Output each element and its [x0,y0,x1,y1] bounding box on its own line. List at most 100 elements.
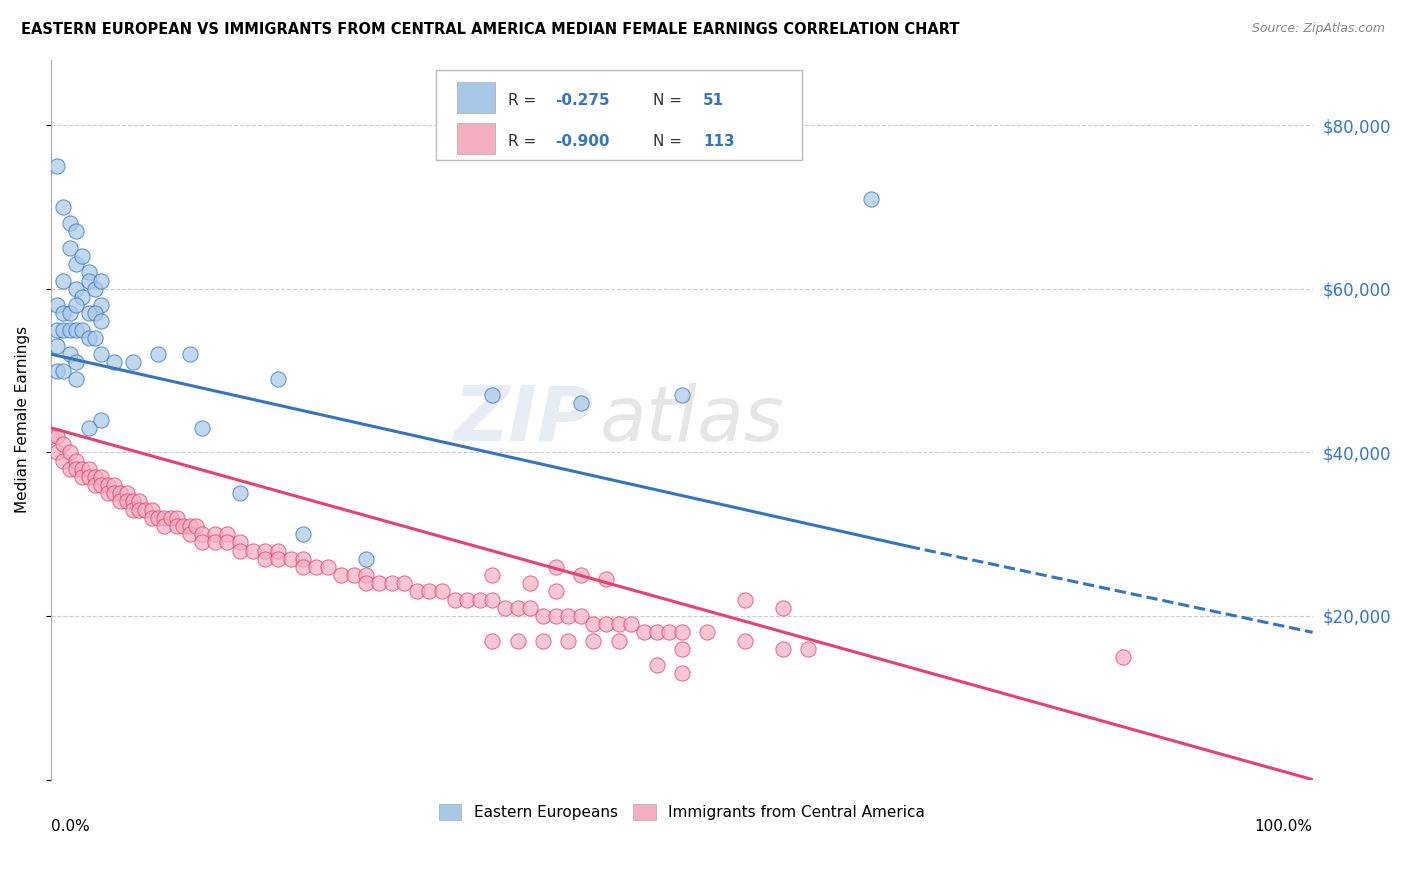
Text: N =: N = [652,135,686,149]
Point [97,478,120,492]
Point [72,323,94,337]
Point [494,600,516,615]
Point [607,633,630,648]
Point [77,265,100,279]
Point [72,461,94,475]
Point [97,486,120,500]
Point [544,584,567,599]
Point [481,633,503,648]
Point [229,486,252,500]
Point [280,551,302,566]
Point [128,502,150,516]
Point [531,633,554,648]
Point [59,216,82,230]
Point [65,323,87,337]
Point [46,363,69,377]
Point [52,453,75,467]
Point [172,519,194,533]
Point [184,519,207,533]
Point [633,625,655,640]
Point [191,421,214,435]
Point [204,535,226,549]
Point [645,625,668,640]
Point [267,551,290,566]
Point [128,494,150,508]
Point [267,543,290,558]
Point [77,331,100,345]
Point [595,617,617,632]
Point [506,633,529,648]
Point [146,510,169,524]
Point [305,560,328,574]
Point [90,478,112,492]
Point [456,592,478,607]
Point [343,568,366,582]
Point [141,510,163,524]
Point [405,584,427,599]
Point [90,273,112,287]
Point [39,429,62,443]
Point [696,625,718,640]
Point [544,609,567,624]
Point [110,494,132,508]
Point [242,543,264,558]
Point [430,584,453,599]
Point [569,568,592,582]
Point [103,355,125,369]
Point [392,576,415,591]
Point [46,445,69,459]
Point [59,306,82,320]
Point [46,323,69,337]
Text: 51: 51 [703,93,724,108]
Point [179,519,201,533]
Point [72,290,94,304]
Point [443,592,465,607]
Bar [457,123,495,154]
Point [519,600,541,615]
Point [859,192,882,206]
Point [380,576,402,591]
Point [72,249,94,263]
Y-axis label: Median Female Earnings: Median Female Earnings [15,326,30,513]
Point [797,641,820,656]
Point [607,617,630,632]
Point [59,323,82,337]
Point [77,306,100,320]
Point [217,527,239,541]
Point [65,224,87,238]
Legend: Eastern Europeans, Immigrants from Central America: Eastern Europeans, Immigrants from Centr… [433,797,931,826]
Point [557,633,579,648]
Point [671,666,693,681]
Point [418,584,440,599]
Point [734,633,756,648]
Point [582,617,605,632]
Point [671,641,693,656]
Point [254,543,277,558]
Point [267,372,290,386]
Point [557,609,579,624]
Point [356,568,378,582]
Point [59,461,82,475]
Point [254,551,277,566]
Point [166,519,188,533]
Point [46,159,69,173]
Text: N =: N = [652,93,686,108]
Point [77,273,100,287]
Point [52,306,75,320]
Point [52,200,75,214]
Point [90,314,112,328]
Point [52,323,75,337]
Point [52,363,75,377]
Point [90,347,112,361]
Point [658,625,681,640]
Point [121,502,143,516]
Point [318,560,340,574]
Point [115,486,138,500]
Point [52,273,75,287]
Point [204,527,226,541]
Text: Source: ZipAtlas.com: Source: ZipAtlas.com [1251,22,1385,36]
Point [65,257,87,271]
Text: ZIP: ZIP [454,383,593,457]
Bar [457,82,495,113]
Text: 113: 113 [703,135,735,149]
